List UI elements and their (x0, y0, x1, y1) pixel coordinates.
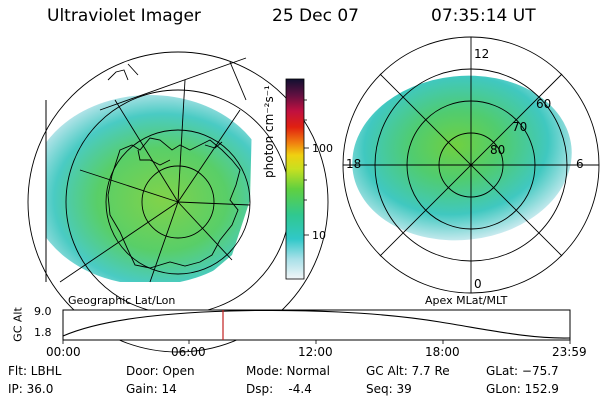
altitude-plot-frame (62, 309, 571, 341)
altitude-ytick-top: 9.0 (34, 305, 52, 318)
seq-info: Seq: 39 (366, 382, 412, 396)
mlt-18-label: 18 (346, 157, 361, 171)
altitude-xtick-4: 23:59 (552, 345, 587, 359)
lat-60-label: 60 (536, 97, 551, 111)
glon-info: GLon: 152.9 (486, 382, 559, 396)
mlt-0-label: 0 (474, 277, 482, 291)
mlt-12-label: 12 (474, 47, 489, 61)
colorbar-unit-label: photon cm⁻²s⁻¹ (262, 85, 276, 178)
instrument-title: Ultraviolet Imager (47, 6, 201, 26)
altitude-xtick-0: 00:00 (46, 345, 81, 359)
mlt-6-label: 6 (576, 157, 584, 171)
altitude-xtick-1: 06:00 (171, 345, 206, 359)
lat-80-label: 80 (490, 143, 505, 157)
left-map-grid (27, 51, 329, 353)
color-scale-ticks (304, 99, 309, 236)
right-map-grid (342, 36, 600, 294)
altitude-ytick-bottom: 1.8 (34, 326, 52, 339)
altitude-x-ticks (62, 340, 571, 344)
left-map-caption: Geographic Lat/Lon (68, 294, 176, 307)
colorbar-tick-100: 100 (312, 142, 333, 155)
mode-info: Mode: Normal (246, 364, 330, 378)
altitude-ylabel: GC Alt (11, 307, 25, 342)
ip-info: IP: 36.0 (8, 382, 54, 396)
altitude-curve (62, 309, 571, 339)
colorbar-tick-10: 10 (312, 229, 326, 242)
date-label: 25 Dec 07 (272, 6, 359, 26)
door-info: Door: Open (126, 364, 195, 378)
glat-info: GLat: −75.7 (486, 364, 559, 378)
filter-info: Flt: LBHL (8, 364, 62, 378)
right-map-caption: Apex MLat/MLT (425, 294, 508, 307)
color-scale-bar (285, 78, 305, 280)
altitude-xtick-3: 18:00 (425, 345, 460, 359)
gain-info: Gain: 14 (126, 382, 177, 396)
time-label: 07:35:14 UT (431, 6, 536, 26)
lat-70-label: 70 (512, 120, 527, 134)
left-aurora-image (46, 95, 252, 282)
right-aurora-image (352, 75, 572, 241)
altitude-xtick-2: 12:00 (298, 345, 333, 359)
gc-alt-info: GC Alt: 7.7 Re (366, 364, 450, 378)
dsp-info: Dsp: -4.4 (246, 382, 312, 396)
